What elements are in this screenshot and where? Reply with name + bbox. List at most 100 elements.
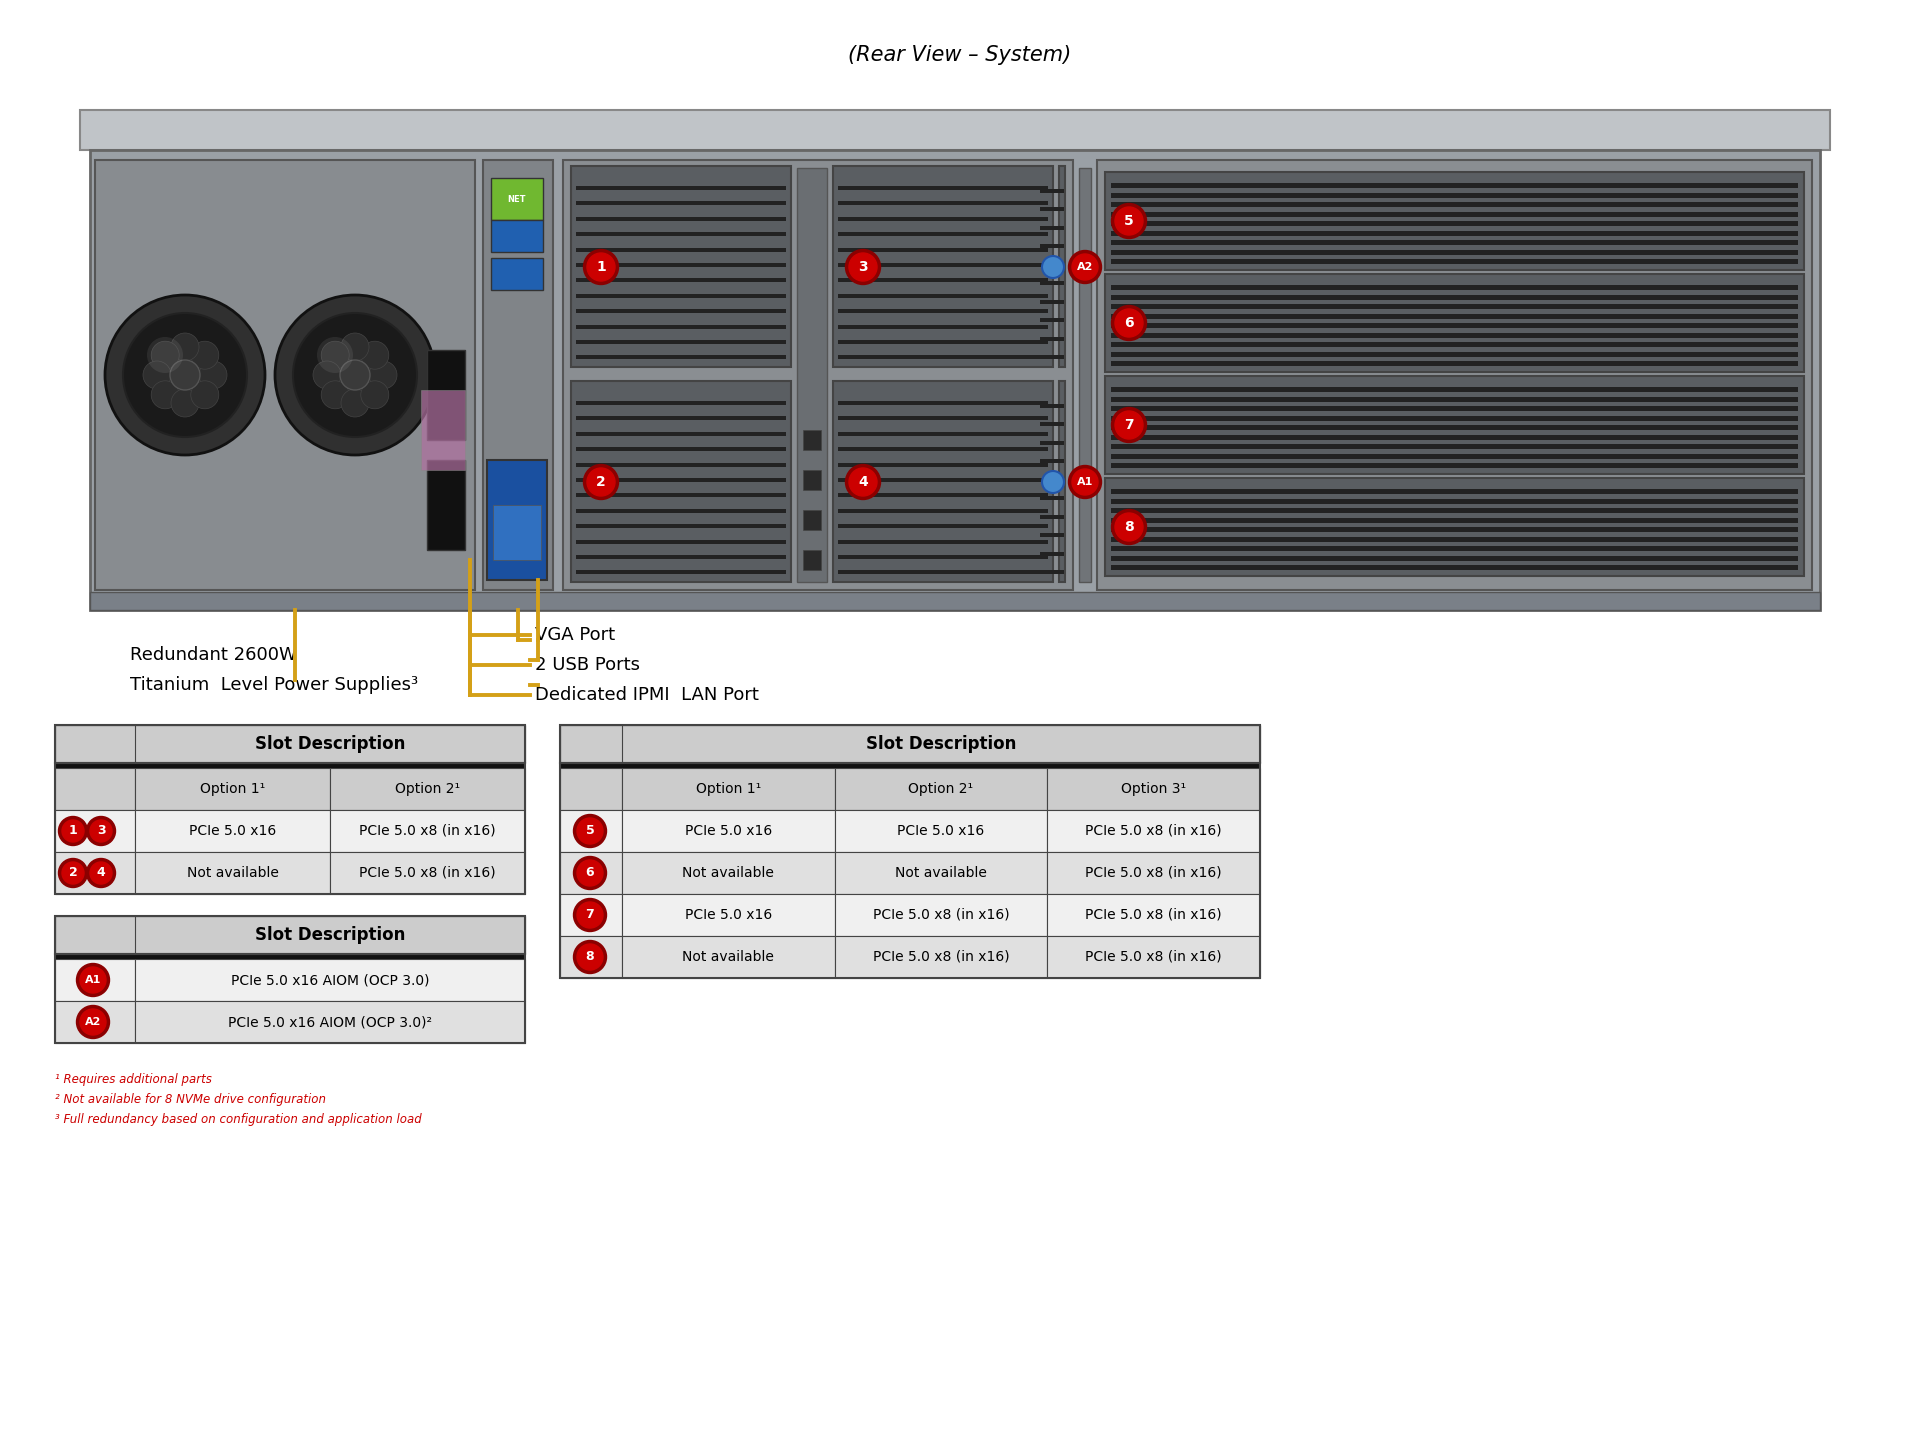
Bar bbox=[1041, 516, 1064, 518]
Bar bbox=[492, 179, 543, 220]
Circle shape bbox=[171, 360, 200, 390]
Circle shape bbox=[58, 858, 88, 887]
Bar bbox=[576, 217, 785, 220]
Circle shape bbox=[849, 468, 877, 495]
Text: 8: 8 bbox=[1123, 520, 1135, 534]
Circle shape bbox=[1112, 408, 1146, 442]
Text: A1: A1 bbox=[1077, 477, 1092, 487]
Bar bbox=[837, 278, 1048, 282]
Bar bbox=[835, 768, 1046, 809]
Circle shape bbox=[342, 389, 369, 418]
Text: PCIe 5.0 x8 (in x16): PCIe 5.0 x8 (in x16) bbox=[1085, 909, 1221, 922]
Circle shape bbox=[574, 815, 607, 848]
Text: 5: 5 bbox=[1123, 215, 1135, 228]
Bar bbox=[837, 432, 1048, 436]
Bar bbox=[576, 310, 785, 312]
Bar bbox=[576, 524, 785, 528]
Bar bbox=[803, 510, 822, 530]
Bar bbox=[835, 809, 1046, 852]
Bar bbox=[1041, 281, 1064, 285]
Text: A1: A1 bbox=[84, 975, 102, 985]
Text: Slot Description: Slot Description bbox=[866, 734, 1016, 753]
Bar bbox=[1041, 207, 1064, 212]
Bar bbox=[803, 550, 822, 570]
Text: 7: 7 bbox=[1125, 418, 1135, 432]
Bar bbox=[1112, 220, 1797, 226]
Bar bbox=[1041, 405, 1064, 408]
Bar bbox=[1041, 441, 1064, 445]
Circle shape bbox=[574, 940, 607, 973]
Text: Titanium  Level Power Supplies³: Titanium Level Power Supplies³ bbox=[131, 675, 419, 694]
Circle shape bbox=[275, 295, 436, 455]
Text: A2: A2 bbox=[1077, 262, 1092, 272]
Text: PCIe 5.0 x8 (in x16): PCIe 5.0 x8 (in x16) bbox=[1085, 865, 1221, 880]
Bar bbox=[56, 916, 134, 953]
Bar bbox=[622, 894, 835, 936]
Circle shape bbox=[61, 819, 84, 842]
Bar bbox=[1112, 202, 1797, 207]
Text: Option 1¹: Option 1¹ bbox=[200, 782, 265, 796]
Bar bbox=[1112, 314, 1797, 320]
Bar bbox=[56, 916, 524, 953]
Bar bbox=[1046, 809, 1260, 852]
Bar bbox=[56, 1001, 134, 1043]
Bar bbox=[576, 478, 785, 482]
Bar bbox=[1041, 226, 1064, 230]
Bar bbox=[837, 202, 1048, 204]
Text: 2 USB Ports: 2 USB Ports bbox=[536, 657, 639, 674]
Bar bbox=[837, 217, 1048, 220]
Bar bbox=[1041, 570, 1064, 575]
Bar bbox=[837, 400, 1048, 405]
Bar bbox=[1041, 189, 1064, 193]
Text: Not available: Not available bbox=[895, 865, 987, 880]
Bar bbox=[837, 310, 1048, 312]
Text: PCIe 5.0 x16: PCIe 5.0 x16 bbox=[897, 824, 985, 838]
Bar bbox=[90, 592, 1820, 611]
Circle shape bbox=[171, 333, 200, 361]
Bar bbox=[561, 724, 1260, 763]
Circle shape bbox=[106, 295, 265, 455]
Text: Slot Description: Slot Description bbox=[255, 926, 405, 945]
Text: 3: 3 bbox=[96, 825, 106, 838]
Circle shape bbox=[86, 816, 115, 845]
Bar bbox=[576, 464, 785, 467]
Bar bbox=[576, 356, 785, 359]
Bar bbox=[1112, 230, 1797, 236]
Bar bbox=[561, 763, 1260, 768]
Bar bbox=[1046, 852, 1260, 894]
Bar bbox=[1112, 518, 1797, 523]
Bar bbox=[803, 431, 822, 449]
Bar bbox=[622, 768, 835, 809]
Text: Option 2¹: Option 2¹ bbox=[396, 782, 461, 796]
Text: 7: 7 bbox=[586, 909, 595, 922]
Bar bbox=[56, 724, 524, 763]
Circle shape bbox=[200, 361, 227, 389]
Circle shape bbox=[578, 901, 603, 927]
Bar bbox=[561, 809, 622, 852]
Bar bbox=[1112, 387, 1797, 392]
Circle shape bbox=[317, 337, 353, 373]
Text: ² Not available for 8 NVMe drive configuration: ² Not available for 8 NVMe drive configu… bbox=[56, 1093, 326, 1106]
Circle shape bbox=[90, 819, 111, 842]
Bar bbox=[837, 524, 1048, 528]
Text: 1: 1 bbox=[595, 261, 607, 274]
Bar bbox=[576, 400, 785, 405]
Bar bbox=[837, 554, 1048, 559]
Bar bbox=[576, 294, 785, 298]
Text: 6: 6 bbox=[586, 867, 595, 880]
Bar bbox=[1112, 304, 1797, 310]
Bar bbox=[81, 109, 1830, 150]
Bar bbox=[1096, 160, 1812, 590]
Bar bbox=[576, 248, 785, 252]
Bar bbox=[1041, 356, 1064, 359]
Bar bbox=[833, 382, 1052, 582]
Text: A2: A2 bbox=[84, 1017, 102, 1027]
Bar bbox=[837, 478, 1048, 482]
Text: PCIe 5.0 x8 (in x16): PCIe 5.0 x8 (in x16) bbox=[359, 865, 495, 880]
Bar bbox=[1041, 552, 1064, 556]
Text: 8: 8 bbox=[586, 950, 595, 963]
Bar bbox=[426, 459, 465, 550]
Circle shape bbox=[1069, 251, 1102, 284]
Text: PCIe 5.0 x16 AIOM (OCP 3.0): PCIe 5.0 x16 AIOM (OCP 3.0) bbox=[230, 973, 430, 986]
Bar bbox=[1041, 422, 1064, 426]
